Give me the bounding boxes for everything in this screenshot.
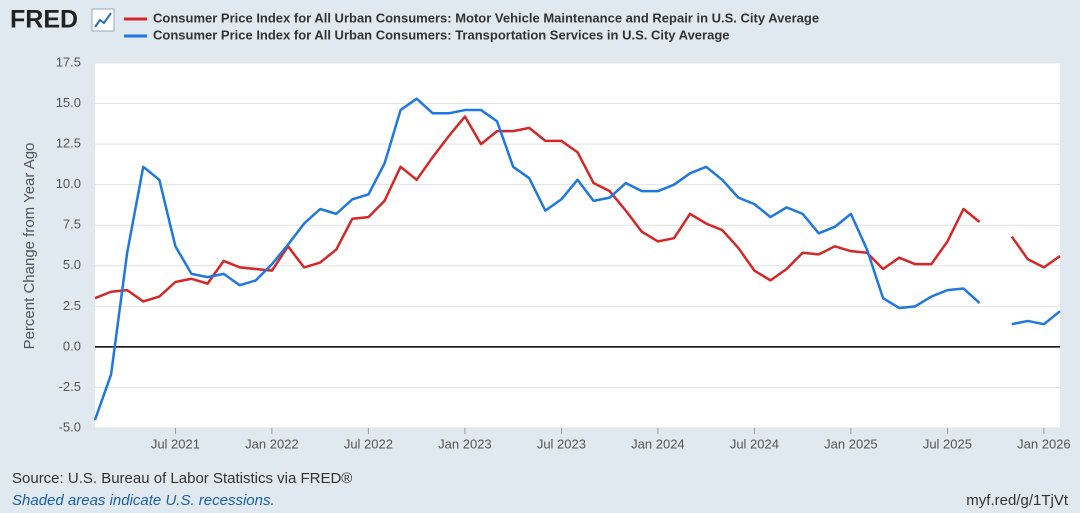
brand-logo: FRED (10, 6, 78, 34)
y-axis-label: Percent Change from Year Ago (21, 143, 38, 350)
y-tick-label: 15.0 (56, 95, 81, 110)
legend-label: Consumer Price Index for All Urban Consu… (153, 10, 819, 25)
y-tick-label: 5.0 (63, 257, 81, 272)
x-tick-label: Jan 2025 (824, 436, 878, 451)
y-tick-label: 0.0 (63, 338, 81, 353)
y-tick-label: -5.0 (59, 419, 81, 434)
x-tick-label: Jul 2024 (730, 436, 779, 451)
x-tick-label: Jan 2023 (438, 436, 492, 451)
note: Shaded areas indicate U.S. recessions. (12, 492, 275, 509)
logo-icon (91, 8, 115, 32)
series-line (94, 115, 1061, 303)
x-tick-label: Jul 2021 (151, 436, 200, 451)
x-tick-label: Jan 2022 (245, 436, 299, 451)
short-url: myf.red/g/1TjVt (966, 492, 1069, 509)
y-tick-label: -2.5 (59, 379, 81, 394)
x-tick-label: Jul 2023 (537, 436, 586, 451)
y-tick-label: 7.5 (63, 217, 81, 232)
x-tick-label: Jul 2022 (344, 436, 393, 451)
plot-area (95, 63, 1060, 428)
y-tick-label: 10.0 (56, 176, 81, 191)
y-tick-label: 12.5 (56, 136, 81, 151)
source: Source: U.S. Bureau of Labor Statistics … (12, 470, 352, 487)
series-line (93, 97, 1061, 421)
x-tick-label: Jan 2024 (631, 436, 685, 451)
y-tick-label: 2.5 (63, 298, 81, 313)
x-tick-label: Jul 2025 (923, 436, 972, 451)
y-tick-label: 17.5 (56, 54, 81, 69)
legend-label: Consumer Price Index for All Urban Consu… (153, 27, 730, 42)
x-tick-label: Jan 2026 (1017, 436, 1071, 451)
